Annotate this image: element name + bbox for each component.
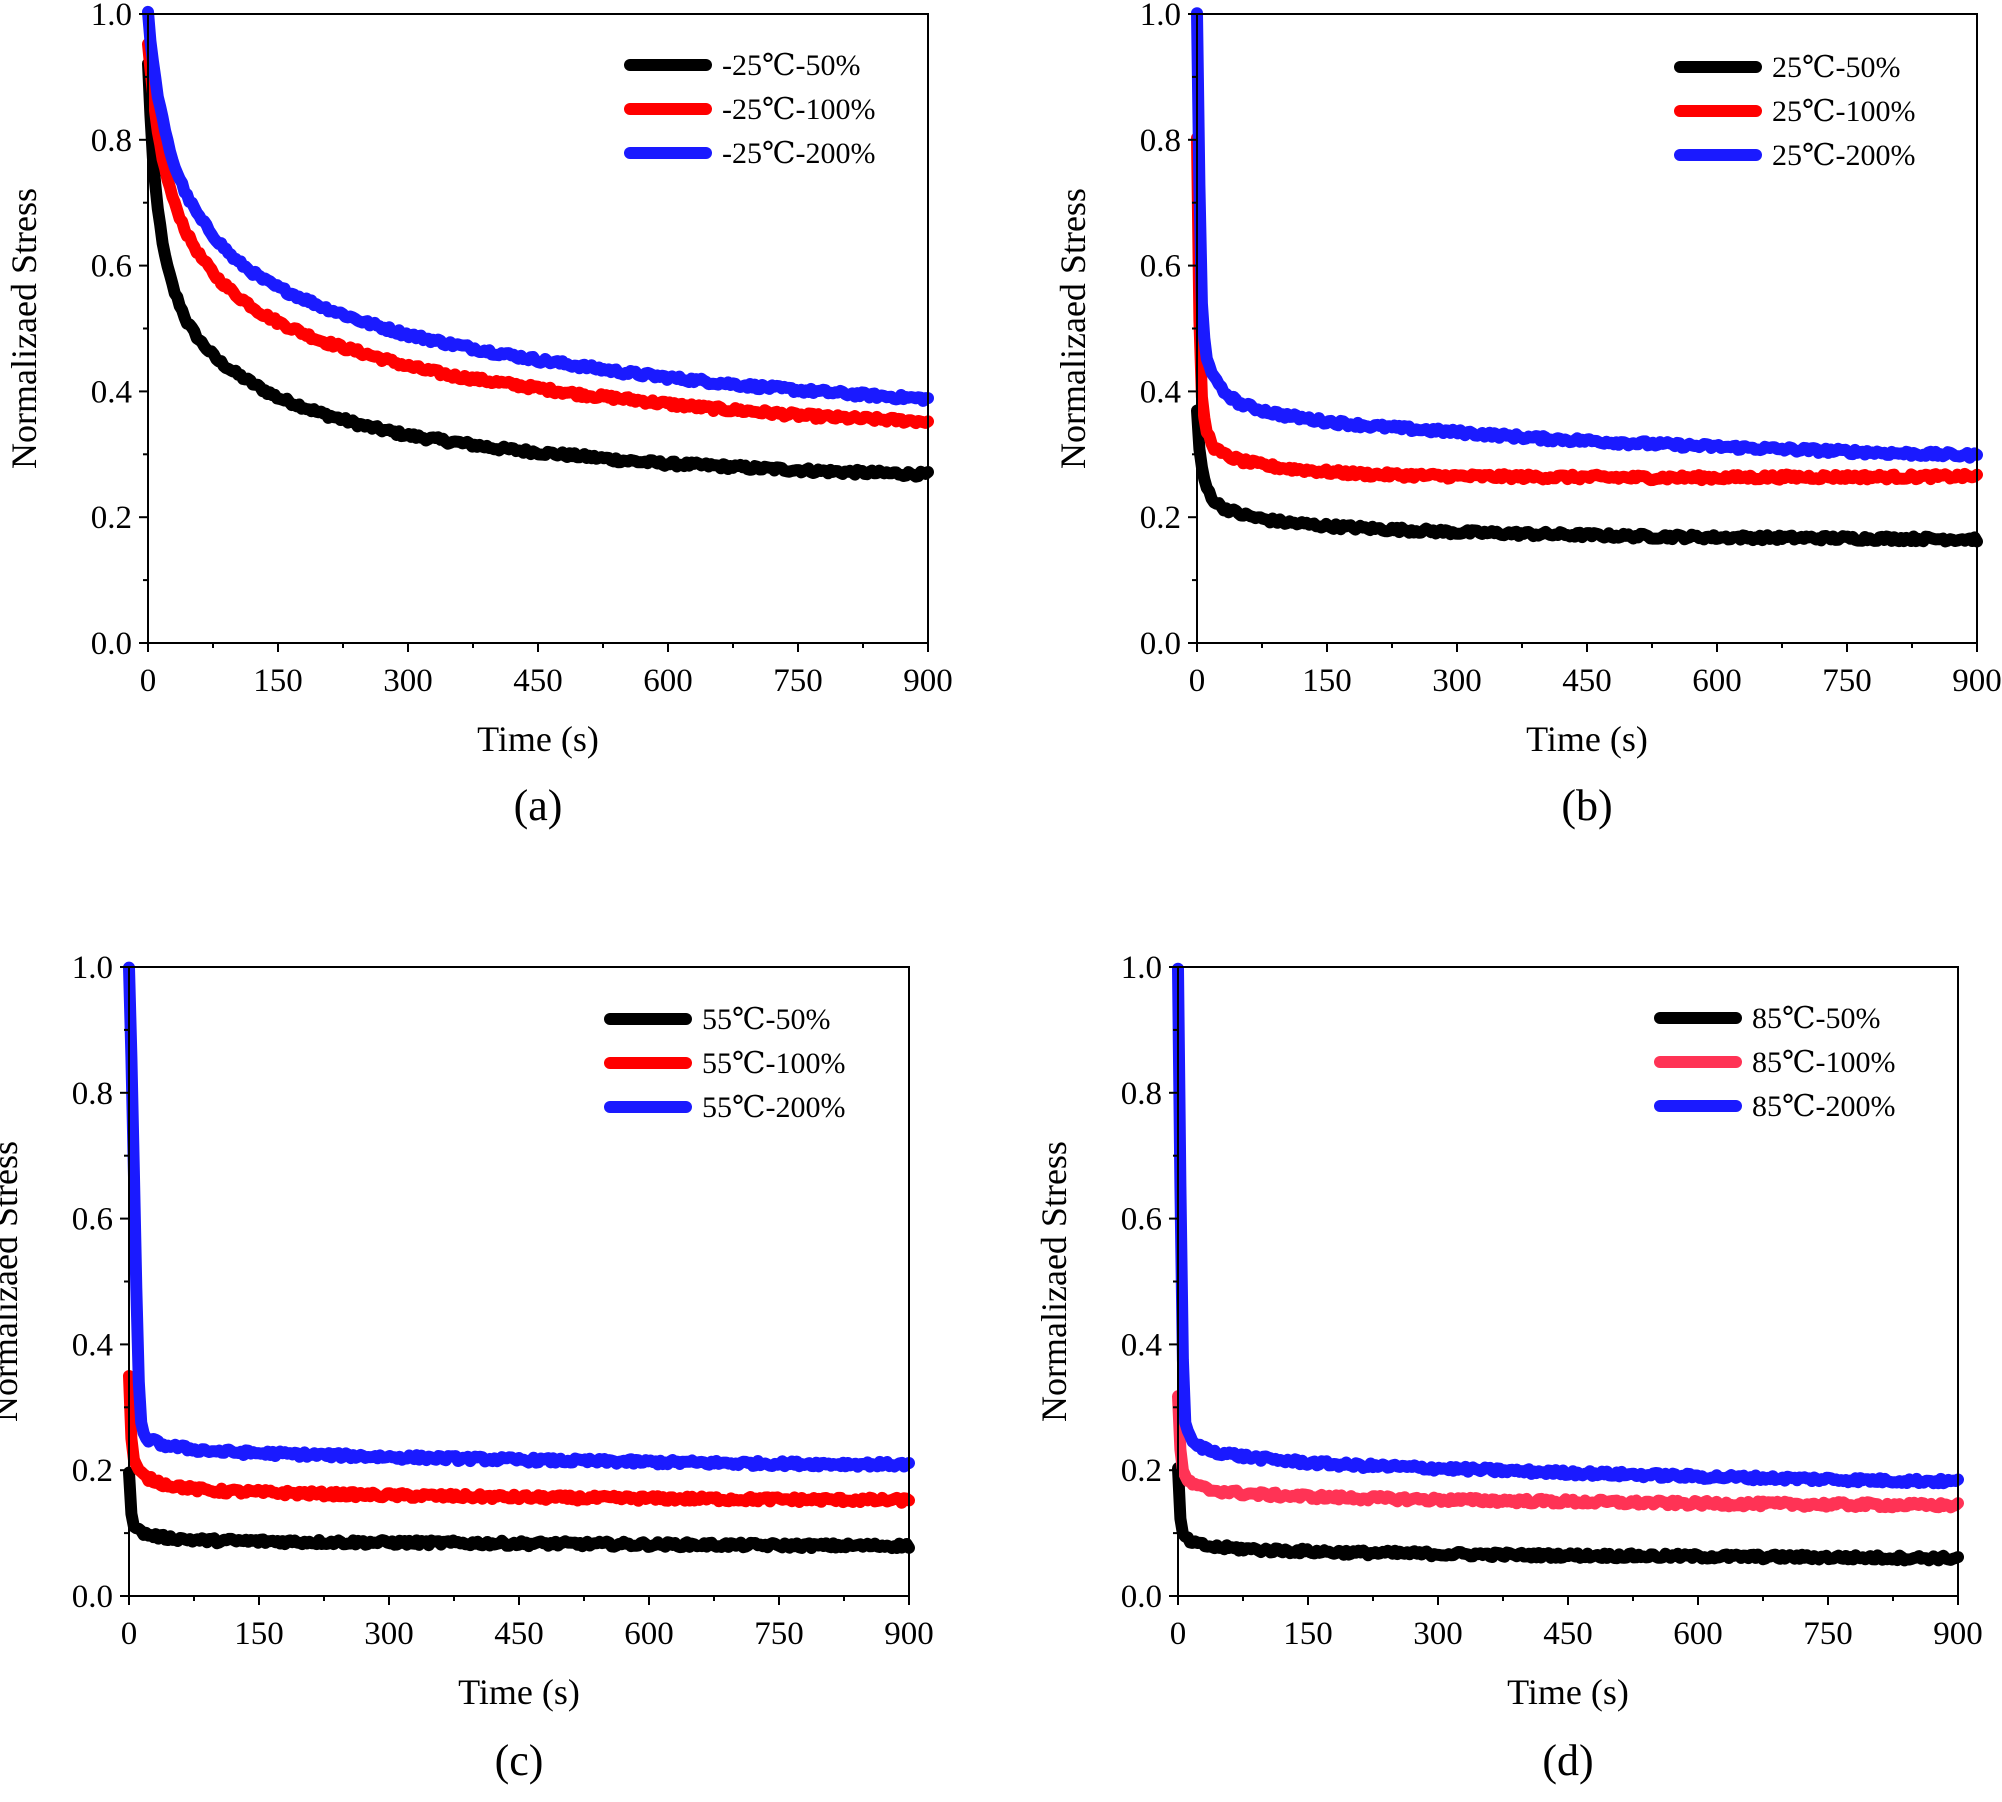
series-line-c-1 [123,1370,915,1509]
x-tick-label: 0 [140,663,157,699]
x-tick-label: 900 [884,1616,934,1652]
y-tick-label: 0.8 [72,1076,113,1112]
y-tick-label: 0.8 [91,123,132,159]
y-tick-label: 1.0 [1140,0,1181,33]
legend-label: 85℃-100% [1752,1046,1896,1079]
legend-label: 25℃-50% [1772,51,1901,84]
legend-label: 85℃-50% [1752,1002,1881,1035]
y-tick-label: 0.4 [1140,374,1181,410]
legend-label: 85℃-200% [1752,1090,1896,1123]
x-tick-label: 0 [1189,663,1206,699]
x-tick-label: 900 [1952,663,2002,699]
x-axis-label: Time (s) [458,1672,580,1712]
y-tick-label: 0.2 [1140,500,1181,536]
legend-label: 25℃-100% [1772,95,1916,128]
series-line-a-1 [142,38,934,430]
y-tick-label: 1.0 [91,0,132,33]
legend-a: -25℃-50% -25℃-100% -25℃-200% [624,49,876,170]
y-tick-label: 0.0 [1140,626,1181,662]
x-tick-label: 600 [643,663,693,699]
panel-caption: (c) [495,1736,544,1785]
y-tick-label: 0.8 [1140,123,1181,159]
legend-c: 55℃-50% 55℃-100% 55℃-200% [604,1003,846,1124]
series-line-c-2 [123,961,915,1473]
y-axis-label: Normalizaed Stress [1034,1141,1074,1422]
series-line-d-2 [1172,962,1964,1490]
x-tick-label: 450 [1562,663,1612,699]
y-tick-label: 0.6 [1121,1202,1162,1238]
legend-b: 25℃-50% 25℃-100% 25℃-200% [1674,51,1916,172]
y-tick-label: 0.2 [91,500,132,536]
legend-label: -25℃-200% [722,137,876,170]
x-tick-label: 750 [1803,1616,1853,1652]
series-line-b-0 [1191,404,1983,548]
x-axis-label: Time (s) [1507,1672,1629,1712]
x-tick-label: 150 [253,663,303,699]
x-axis-label: Time (s) [477,719,599,759]
x-tick-label: 600 [1673,1616,1723,1652]
x-tick-label: 300 [383,663,433,699]
x-tick-label: 300 [1432,663,1482,699]
x-tick-label: 900 [1933,1616,1983,1652]
y-tick-label: 0.4 [91,374,132,410]
x-tick-label: 150 [1283,1616,1333,1652]
x-tick-label: 450 [1543,1616,1593,1652]
panel-caption: (a) [514,781,563,830]
x-tick-label: 600 [624,1616,674,1652]
y-tick-label: 0.8 [1121,1076,1162,1112]
chart-panel-b: 0 150 300 450 600 750 900 0.0 0.2 0.4 0.6 0.8 1.0 Tim… [1053,0,2002,830]
series-line-d-1 [1172,1390,1964,1514]
chart-panel-c: 0 150 300 450 600 750 900 0.0 0.2 0.4 0.6 0.8 1.0 Tim… [0,950,934,1785]
y-tick-label: 0.2 [1121,1453,1162,1489]
series-line-b-2 [1191,7,1983,464]
series-line-a-2 [142,5,934,407]
legend-label: 25℃-200% [1772,139,1916,172]
legend-label: 55℃-100% [702,1047,846,1080]
y-tick-label: 0.0 [91,626,132,662]
y-tick-label: 0.6 [91,249,132,285]
y-tick-label: 1.0 [72,950,113,986]
series-line-c-0 [123,1466,915,1554]
x-axis-label: Time (s) [1526,719,1648,759]
x-tick-label: 450 [513,663,563,699]
legend-label: 55℃-50% [702,1003,831,1036]
y-tick-label: 0.0 [72,1579,113,1615]
legend-label: -25℃-50% [722,49,861,82]
x-tick-label: 300 [1413,1616,1463,1652]
y-tick-label: 0.0 [1121,1579,1162,1615]
legend-d: 85℃-50% 85℃-100% 85℃-200% [1654,1002,1896,1123]
x-tick-label: 150 [234,1616,284,1652]
y-tick-label: 1.0 [1121,950,1162,986]
x-tick-label: 0 [121,1616,138,1652]
series-line-d-0 [1172,1462,1964,1567]
y-tick-label: 0.6 [72,1202,113,1238]
y-axis-label: Normalizaed Stress [0,1141,25,1422]
y-tick-label: 0.4 [72,1327,113,1363]
legend-label: -25℃-100% [722,93,876,126]
series-line-b-1 [1191,132,1983,487]
panel-caption: (b) [1561,781,1612,830]
chart-panel-a: 0 150 300 450 600 750 900 0.0 0.2 0.4 0.6 0.8 1.0 Tim… [4,0,953,830]
x-tick-label: 450 [494,1616,544,1652]
x-tick-label: 750 [754,1616,804,1652]
x-tick-label: 900 [903,663,953,699]
y-tick-label: 0.6 [1140,249,1181,285]
legend-label: 55℃-200% [702,1091,846,1124]
x-tick-label: 150 [1302,663,1352,699]
y-axis-label: Normalizaed Stress [4,188,44,469]
x-tick-label: 0 [1170,1616,1187,1652]
y-tick-label: 0.2 [72,1453,113,1489]
y-tick-label: 0.4 [1121,1327,1162,1363]
x-tick-label: 750 [1822,663,1872,699]
chart-panel-d: 0 150 300 450 600 750 900 0.0 0.2 0.4 0.6 0.8 1.0 Tim… [1034,950,1983,1785]
panel-caption: (d) [1542,1736,1593,1785]
x-tick-label: 300 [364,1616,414,1652]
series-line-a-0 [142,57,934,483]
x-tick-label: 600 [1692,663,1742,699]
x-tick-label: 750 [773,663,823,699]
y-axis-label: Normalizaed Stress [1053,188,1093,469]
